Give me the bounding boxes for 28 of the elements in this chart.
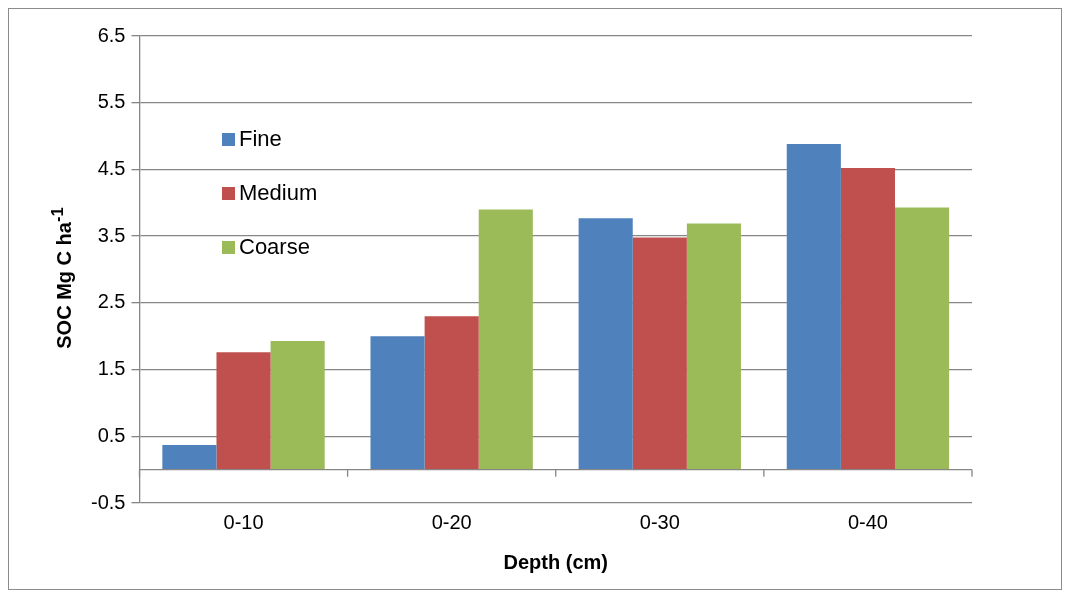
bar (478, 209, 533, 470)
bar (632, 237, 687, 470)
bar (578, 218, 633, 470)
y-tick-label: 1.5 (97, 357, 126, 380)
y-tick-label: 6.5 (97, 23, 126, 46)
bar (424, 316, 479, 470)
bar (894, 207, 950, 470)
x-tick-label: 0-30 (639, 510, 680, 533)
x-tick-label: 0-40 (847, 510, 888, 533)
x-tick-label: 0-10 (223, 510, 264, 533)
y-tick-label: -0.5 (90, 490, 126, 513)
y-tick-label: 5.5 (97, 90, 126, 113)
bar (370, 336, 425, 470)
legend-label: Fine (239, 126, 282, 152)
bar (840, 168, 895, 470)
bar (786, 144, 841, 470)
y-tick-label: 3.5 (97, 223, 126, 246)
bar (162, 444, 217, 470)
y-tick-label: 2.5 (97, 290, 126, 313)
bar (686, 223, 741, 470)
legend-label: Medium (239, 180, 318, 206)
bar (216, 352, 271, 470)
bar (270, 340, 325, 470)
y-tick-label: 0.5 (97, 423, 126, 446)
x-tick-label: 0-20 (431, 510, 472, 533)
y-tick-label: 4.5 (97, 156, 126, 179)
legend-label: Coarse (239, 234, 310, 260)
x-axis-title: Depth (cm) (503, 550, 608, 573)
